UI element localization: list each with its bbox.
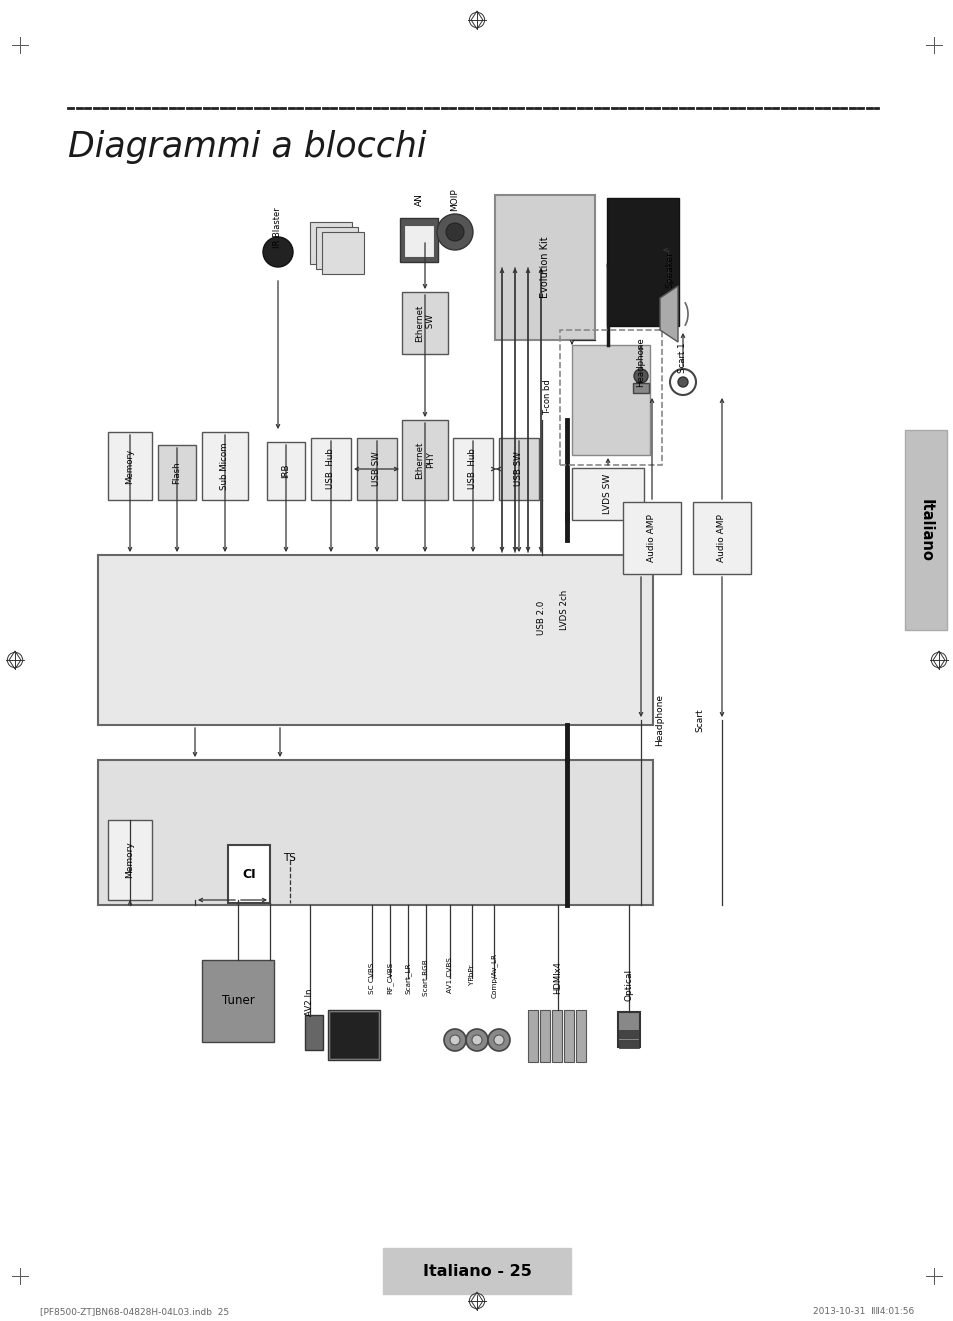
Text: Speaker: Speaker <box>665 251 674 288</box>
Text: Headphone: Headphone <box>655 694 664 746</box>
Circle shape <box>465 1029 488 1052</box>
Text: [PF8500-ZT]BN68-04828H-04L03.indb  25: [PF8500-ZT]BN68-04828H-04L03.indb 25 <box>40 1308 229 1317</box>
Bar <box>108 432 152 501</box>
Text: Evolution Kit: Evolution Kit <box>539 236 550 299</box>
Bar <box>539 1011 550 1062</box>
Circle shape <box>436 214 473 250</box>
Text: Scart_LR: Scart_LR <box>404 962 411 993</box>
Text: Sub Micom: Sub Micom <box>220 443 230 490</box>
Text: IR Blaster: IR Blaster <box>274 207 282 248</box>
Circle shape <box>669 369 696 395</box>
Text: Scart RGB: Scart RGB <box>422 959 429 996</box>
Bar <box>559 330 661 465</box>
Text: IRB: IRB <box>281 464 291 478</box>
Bar <box>330 1012 377 1058</box>
Text: Tuner: Tuner <box>221 995 254 1008</box>
Text: USB SW: USB SW <box>372 452 381 486</box>
Text: T-con bd: T-con bd <box>543 379 552 415</box>
Text: RF_CVBS: RF_CVBS <box>386 962 393 995</box>
Bar <box>563 1011 574 1062</box>
Circle shape <box>263 236 293 267</box>
Bar <box>572 468 643 520</box>
Text: USB  Hub: USB Hub <box>468 449 477 490</box>
Bar <box>692 502 750 575</box>
Text: 2013-10-31  ⅡⅡ4:01:56: 2013-10-31 ⅡⅡ4:01:56 <box>812 1308 913 1317</box>
Bar <box>527 1011 537 1062</box>
Bar <box>158 445 195 501</box>
Circle shape <box>634 369 647 383</box>
Bar <box>311 439 351 501</box>
Bar <box>382 1248 571 1295</box>
Bar <box>310 222 352 264</box>
Bar <box>403 225 434 258</box>
Text: YPbPr: YPbPr <box>469 964 475 985</box>
Bar <box>622 502 680 575</box>
Text: HDMIx4: HDMIx4 <box>553 962 562 995</box>
Bar <box>495 196 595 339</box>
Bar <box>108 820 152 900</box>
Text: Audio AMP: Audio AMP <box>717 514 726 561</box>
Bar <box>98 555 652 725</box>
Circle shape <box>443 1029 465 1052</box>
Bar <box>576 1011 585 1062</box>
Text: LVDS 2ch: LVDS 2ch <box>560 590 569 630</box>
Circle shape <box>450 1034 459 1045</box>
Text: Headphone: Headphone <box>636 337 645 387</box>
Text: Scart: Scart <box>695 708 703 732</box>
Text: USB SW: USB SW <box>514 452 523 486</box>
Text: Optical: Optical <box>624 968 633 1001</box>
Polygon shape <box>659 287 678 342</box>
Text: Ethernet
PHY: Ethernet PHY <box>415 441 435 478</box>
Bar <box>322 232 364 273</box>
Text: Flash: Flash <box>172 461 181 483</box>
Text: Italiano: Italiano <box>918 498 933 561</box>
Bar <box>904 431 946 630</box>
Circle shape <box>446 223 463 240</box>
Text: Memory: Memory <box>126 448 134 483</box>
Text: AN: AN <box>414 194 423 206</box>
Bar <box>228 845 270 904</box>
Circle shape <box>678 376 687 387</box>
Text: AV1 CVBS: AV1 CVBS <box>447 956 453 993</box>
Text: Memory: Memory <box>126 841 134 878</box>
Text: SC CVBS: SC CVBS <box>369 962 375 993</box>
Text: LVDS SW: LVDS SW <box>603 474 612 514</box>
Bar <box>633 383 648 394</box>
Text: Comp/Av_LR: Comp/Av_LR <box>490 952 497 997</box>
Text: Audio AMP: Audio AMP <box>647 514 656 561</box>
Bar <box>202 432 248 501</box>
Text: Diagrammi a blocchi: Diagrammi a blocchi <box>68 129 426 164</box>
Bar <box>305 1015 323 1050</box>
Text: TS: TS <box>283 853 296 863</box>
Bar <box>572 345 649 454</box>
Bar <box>98 760 652 905</box>
Bar <box>618 1012 639 1048</box>
Bar <box>498 439 538 501</box>
Bar <box>552 1011 561 1062</box>
Bar <box>401 292 448 354</box>
Text: Scart 1: Scart 1 <box>678 342 687 374</box>
Text: Italiano - 25: Italiano - 25 <box>422 1263 531 1279</box>
Bar <box>356 439 396 501</box>
Bar <box>328 1011 379 1059</box>
Circle shape <box>488 1029 510 1052</box>
Bar <box>399 218 437 262</box>
Text: CI: CI <box>242 868 255 881</box>
Bar <box>618 1030 639 1038</box>
Bar <box>453 439 493 501</box>
Bar <box>315 227 357 269</box>
Circle shape <box>494 1034 503 1045</box>
Circle shape <box>472 1034 481 1045</box>
Bar <box>267 443 305 501</box>
Text: AV2 In: AV2 In <box>305 988 314 1016</box>
Text: MOlP: MOlP <box>450 189 459 211</box>
Bar <box>606 198 679 326</box>
Bar <box>401 420 448 501</box>
Text: USB 2.0: USB 2.0 <box>537 601 546 635</box>
Bar <box>202 960 274 1042</box>
Text: Ethernet
 SW: Ethernet SW <box>415 304 435 342</box>
Bar <box>618 1040 639 1048</box>
Text: USB  Hub: USB Hub <box>326 449 335 490</box>
